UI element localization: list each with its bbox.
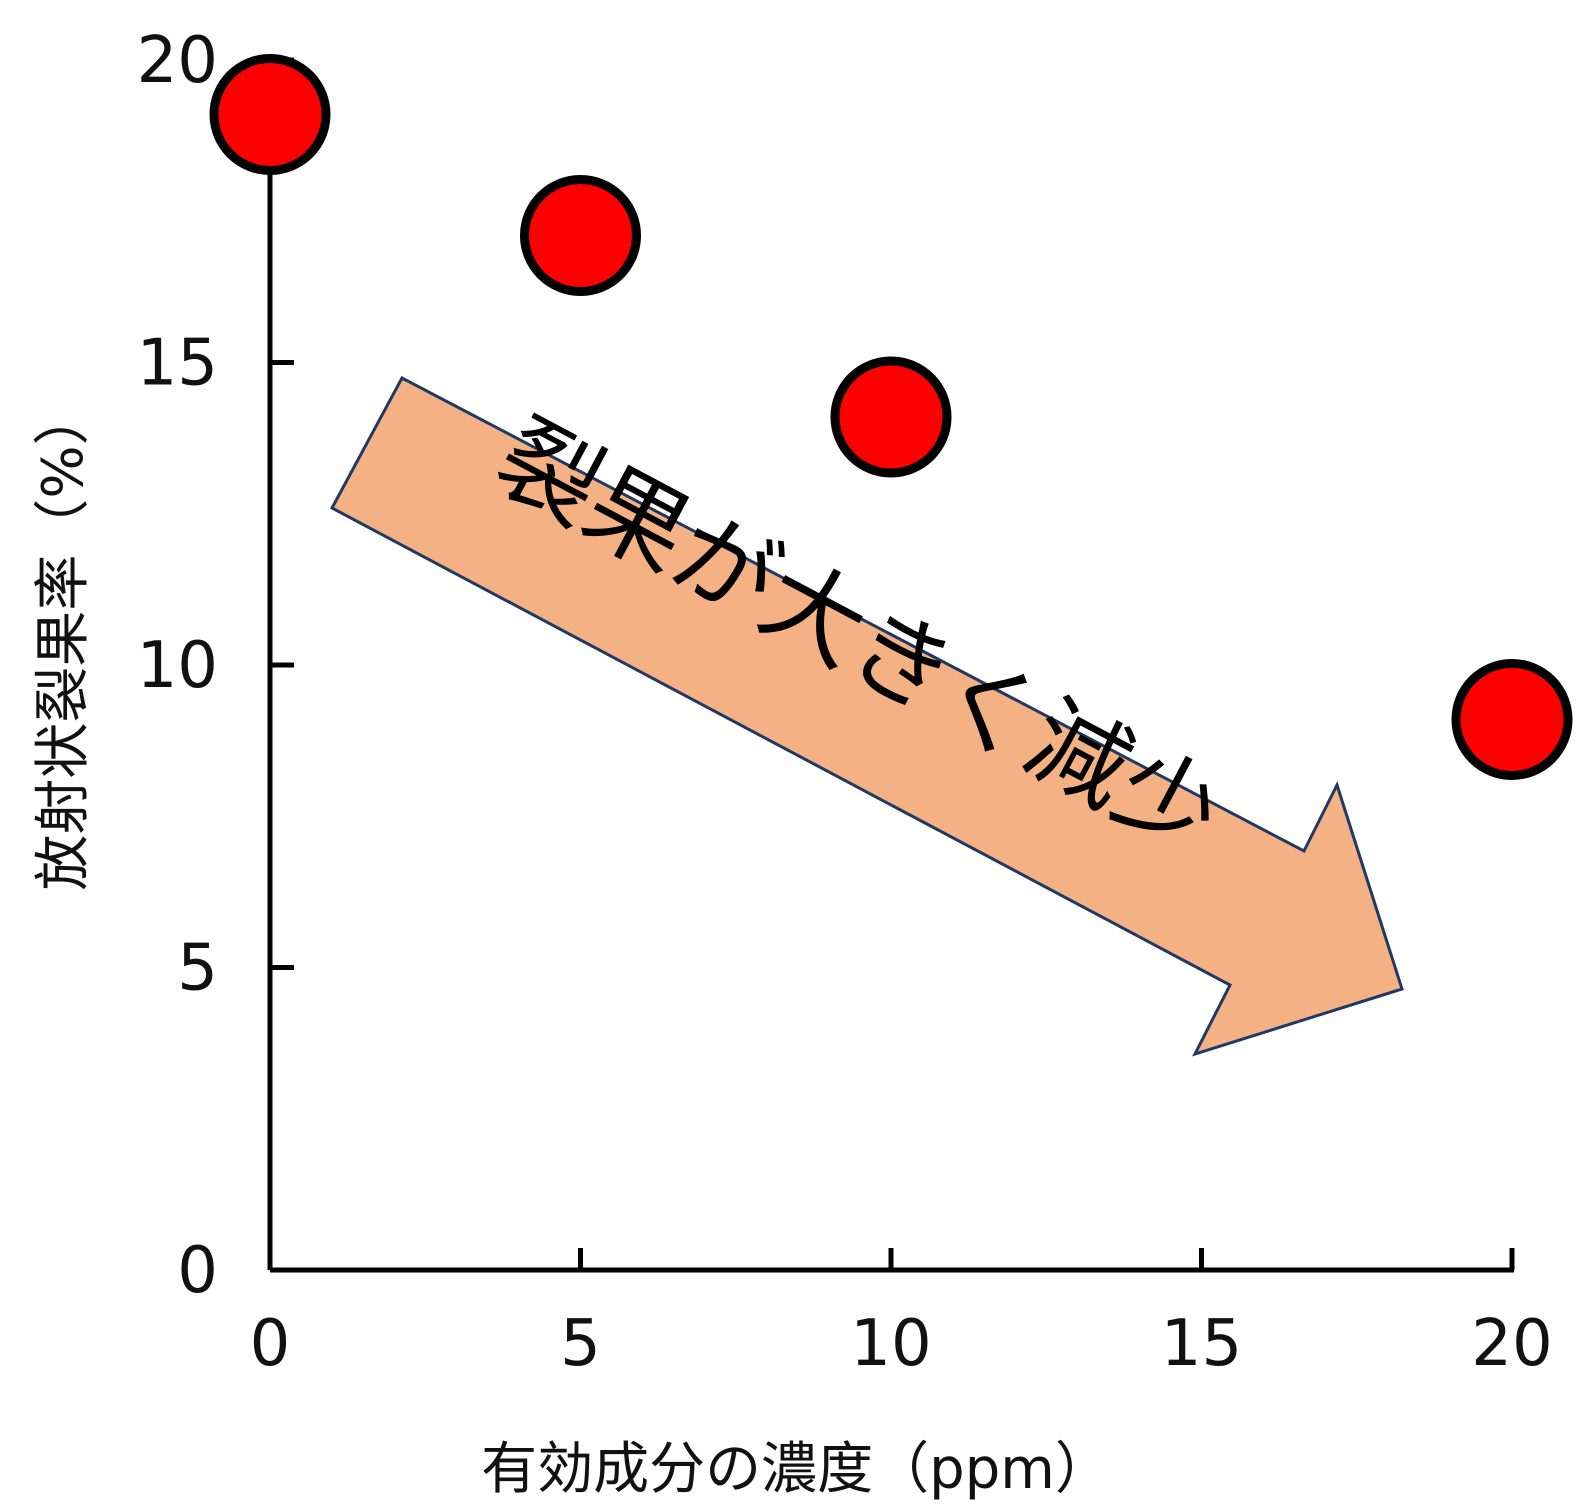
data-point bbox=[1451, 658, 1573, 780]
y-tick-label: 20 bbox=[137, 24, 218, 98]
y-tick-label: 5 bbox=[177, 932, 218, 1006]
x-tick-label: 5 bbox=[560, 1307, 601, 1381]
y-tick-label: 0 bbox=[177, 1234, 218, 1308]
decrease-arrow: 裂果が大きく減少 bbox=[329, 375, 1404, 1057]
arrow-shape bbox=[329, 375, 1404, 1057]
data-point bbox=[830, 356, 952, 478]
y-tick-label: 10 bbox=[137, 629, 218, 703]
data-point bbox=[520, 174, 641, 296]
x-tick-label: 10 bbox=[850, 1307, 931, 1381]
data-point bbox=[209, 53, 331, 175]
y-tick-label: 15 bbox=[137, 327, 218, 401]
data-points bbox=[209, 53, 1573, 780]
x-tick-label: 15 bbox=[1161, 1307, 1242, 1381]
x-tick-labels: 0 5 10 15 20 bbox=[250, 1307, 1553, 1381]
y-tick-labels: 0 5 10 15 20 bbox=[137, 24, 218, 1308]
axes bbox=[267, 57, 1515, 1273]
y-axis-title: 放射状裂果率（%） bbox=[31, 389, 96, 890]
x-tick-label: 20 bbox=[1471, 1307, 1552, 1381]
x-tick-label: 0 bbox=[250, 1307, 291, 1381]
x-axis-title: 有効成分の濃度（ppm） bbox=[481, 1437, 1111, 1502]
